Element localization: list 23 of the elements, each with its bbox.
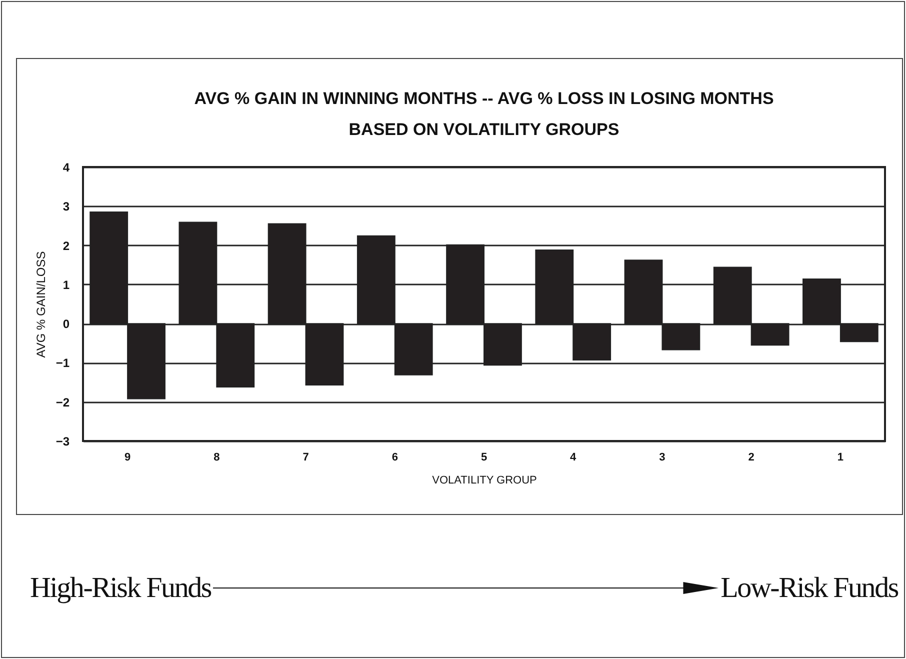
x-tick-label: 1 xyxy=(837,452,844,464)
text: High-Risk Funds xyxy=(30,572,212,604)
x-axis-title: VOLATILITY GROUP xyxy=(432,474,537,486)
x-tick-label: 8 xyxy=(214,452,220,464)
x-tick-label: 2 xyxy=(748,452,754,464)
y-tick-label: −1 xyxy=(56,356,70,370)
text: Low-Risk Funds xyxy=(720,572,898,604)
y-tick-label: 3 xyxy=(62,200,70,214)
x-tick-label: 3 xyxy=(659,452,666,464)
y-tick-label: 4 xyxy=(62,160,70,174)
y-tick-label: 2 xyxy=(62,238,70,253)
x-tick-label: 5 xyxy=(480,452,488,464)
x-tick-label: 9 xyxy=(124,452,131,464)
y-tick-label: 1 xyxy=(62,278,70,292)
chart-subtitle: BASED ON VOLATILITY GROUPS xyxy=(348,120,620,139)
y-axis-title: AVG % GAIN/LOSS xyxy=(34,251,48,358)
y-tick-label: −3 xyxy=(56,434,70,448)
chart-title: AVG % GAIN IN WINNING MONTHS -- AVG % LOSS IN LOSING MONTHS xyxy=(194,89,774,108)
y-tick-label: −2 xyxy=(56,395,70,410)
y-tick-label: 0 xyxy=(62,317,70,332)
x-tick-label: 4 xyxy=(570,452,578,464)
x-tick-label: 6 xyxy=(392,452,398,464)
x-tick-label: 7 xyxy=(302,452,309,464)
